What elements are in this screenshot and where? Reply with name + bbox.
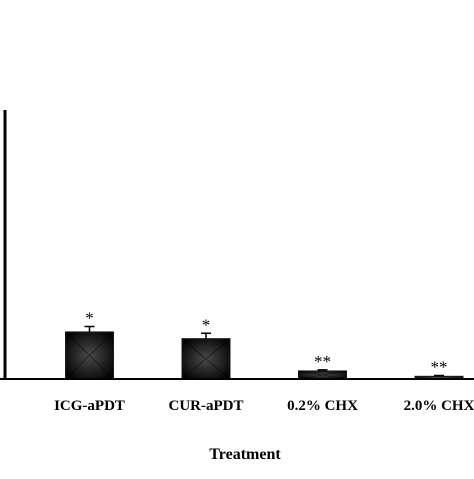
significance-label-4: **: [431, 358, 448, 377]
x-tick-label-1: ICG-aPDT: [54, 398, 125, 414]
error-bar-4: [434, 374, 444, 377]
bar-bevel-1: [65, 331, 114, 380]
x-tick-label-4: 2.0% CHX: [404, 398, 474, 414]
x-axis-title: Treatment: [209, 446, 281, 463]
error-bar-3: [317, 369, 328, 371]
x-tick-label-3: 0.2% CHX: [287, 398, 358, 414]
significance-label-1: *: [85, 309, 94, 328]
significance-label-3: **: [314, 352, 331, 371]
bar-bevel-2: [181, 338, 231, 380]
significance-label-2: *: [202, 315, 211, 334]
error-bar-2: [201, 332, 211, 339]
x-tick-label-2: CUR-aPDT: [169, 398, 244, 414]
bar-bevel-3: [298, 370, 347, 380]
error-bar-1: [84, 325, 95, 332]
